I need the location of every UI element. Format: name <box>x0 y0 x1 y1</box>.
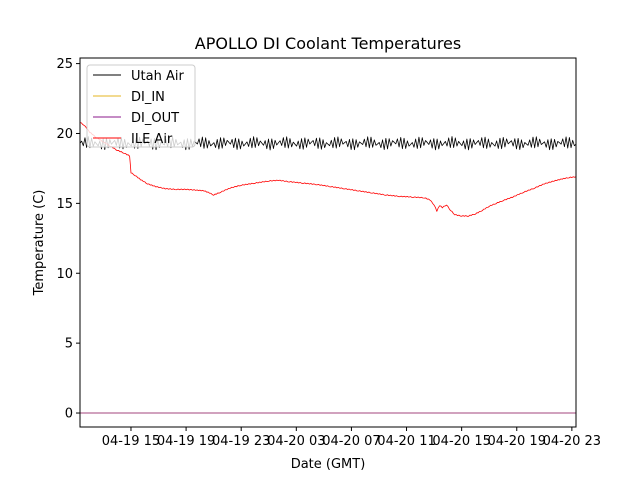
plot-frame <box>79 57 577 428</box>
x-tick-label: 04-19 19 <box>157 434 215 449</box>
x-tick-label: 04-20 19 <box>488 434 546 449</box>
legend-label: DI_OUT <box>131 111 179 126</box>
x-tick-label: 04-19 23 <box>212 434 270 449</box>
chart-title: APOLLO DI Coolant Temperatures <box>195 34 461 53</box>
legend: Utah Air DI_IN DI_OUT ILE Air <box>86 64 196 148</box>
x-tick-label: 04-20 15 <box>432 434 490 449</box>
y-tick-label: 0 <box>65 407 73 422</box>
series-line-ile-air <box>80 122 576 217</box>
legend-box <box>86 64 196 148</box>
x-tick-label: 04-19 15 <box>102 434 160 449</box>
y-axis-label: Temperature (C) <box>32 190 47 297</box>
y-tick-label: 25 <box>56 57 73 72</box>
x-axis-label: Date (GMT) <box>291 457 366 472</box>
y-tick-label: 20 <box>56 127 73 142</box>
y-tick-label: 15 <box>56 197 73 212</box>
x-tick-label: 04-20 07 <box>322 434 380 449</box>
x-tick-label: 04-20 23 <box>543 434 601 449</box>
legend-label: DI_IN <box>131 90 165 105</box>
y-tick-label: 10 <box>56 267 73 282</box>
y-tick-label: 5 <box>65 337 73 352</box>
x-tick-label: 04-20 11 <box>377 434 435 449</box>
legend-label: ILE Air <box>131 132 173 147</box>
legend-label: Utah Air <box>131 69 184 84</box>
y-axis: 0 5 10 15 20 25 <box>56 57 80 422</box>
x-tick-label: 04-20 03 <box>267 434 325 449</box>
